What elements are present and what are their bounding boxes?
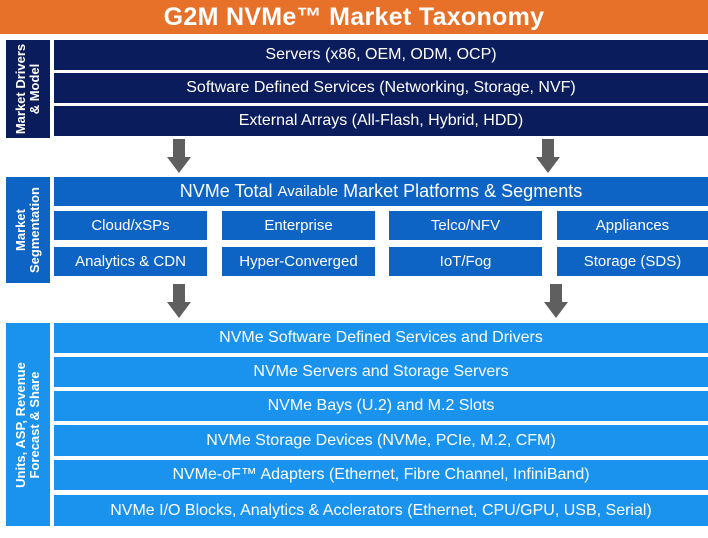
forecast-row-io-blocks: NVMe I/O Blocks, Analytics & Acclerators… bbox=[54, 495, 708, 526]
market-segmentation-label-line2: Segmentation bbox=[27, 187, 42, 273]
segmentation-header-rest: Market Platforms & Segments bbox=[343, 181, 583, 201]
market-drivers-label-line1: Market Drivers bbox=[13, 43, 29, 135]
segment-iot-fog: IoT/Fog bbox=[389, 247, 542, 276]
down-arrow-icon bbox=[167, 284, 191, 318]
forecast-row-servers-storage: NVMe Servers and Storage Servers bbox=[54, 357, 708, 387]
market-drivers-label: Market Drivers & Model bbox=[6, 40, 50, 138]
drivers-row-external-arrays: External Arrays (All-Flash, Hybrid, HDD) bbox=[54, 106, 708, 136]
market-segmentation-label-line1: Market bbox=[13, 209, 28, 251]
forecast-label-line2: Forecast & Share bbox=[27, 371, 42, 478]
down-arrow-icon bbox=[536, 139, 560, 173]
segment-cloud-xsps: Cloud/xSPs bbox=[54, 211, 207, 240]
page-title: G2M NVMe™ Market Taxonomy bbox=[0, 0, 708, 34]
market-segmentation-label: Market Segmentation bbox=[6, 177, 50, 283]
segment-storage-sds: Storage (SDS) bbox=[557, 247, 708, 276]
forecast-row-adapters: NVMe-oF™ Adapters (Ethernet, Fibre Chann… bbox=[54, 460, 708, 490]
down-arrow-icon bbox=[167, 139, 191, 173]
segmentation-header-small: Available bbox=[277, 183, 339, 200]
forecast-row-bays-slots: NVMe Bays (U.2) and M.2 Slots bbox=[54, 391, 708, 421]
market-drivers-label-line2: & Model bbox=[27, 63, 43, 115]
drivers-row-servers: Servers (x86, OEM, ODM, OCP) bbox=[54, 40, 708, 70]
forecast-row-storage-devices: NVMe Storage Devices (NVMe, PCIe, M.2, C… bbox=[54, 425, 708, 456]
down-arrow-icon bbox=[544, 284, 568, 318]
segmentation-header-main: NVMe Total bbox=[179, 181, 273, 201]
forecast-label: Units, ASP, Revenue Forecast & Share bbox=[6, 323, 50, 526]
segment-telco-nfv: Telco/NFV bbox=[389, 211, 542, 240]
segment-analytics-cdn: Analytics & CDN bbox=[54, 247, 207, 276]
segment-appliances: Appliances bbox=[557, 211, 708, 240]
segment-enterprise: Enterprise bbox=[222, 211, 375, 240]
segmentation-header: NVMe Total Available Market Platforms & … bbox=[54, 177, 708, 206]
forecast-row-software-services-drivers: NVMe Software Defined Services and Drive… bbox=[54, 323, 708, 353]
segment-hyper-converged: Hyper-Converged bbox=[222, 247, 375, 276]
drivers-row-software-defined: Software Defined Services (Networking, S… bbox=[54, 73, 708, 103]
